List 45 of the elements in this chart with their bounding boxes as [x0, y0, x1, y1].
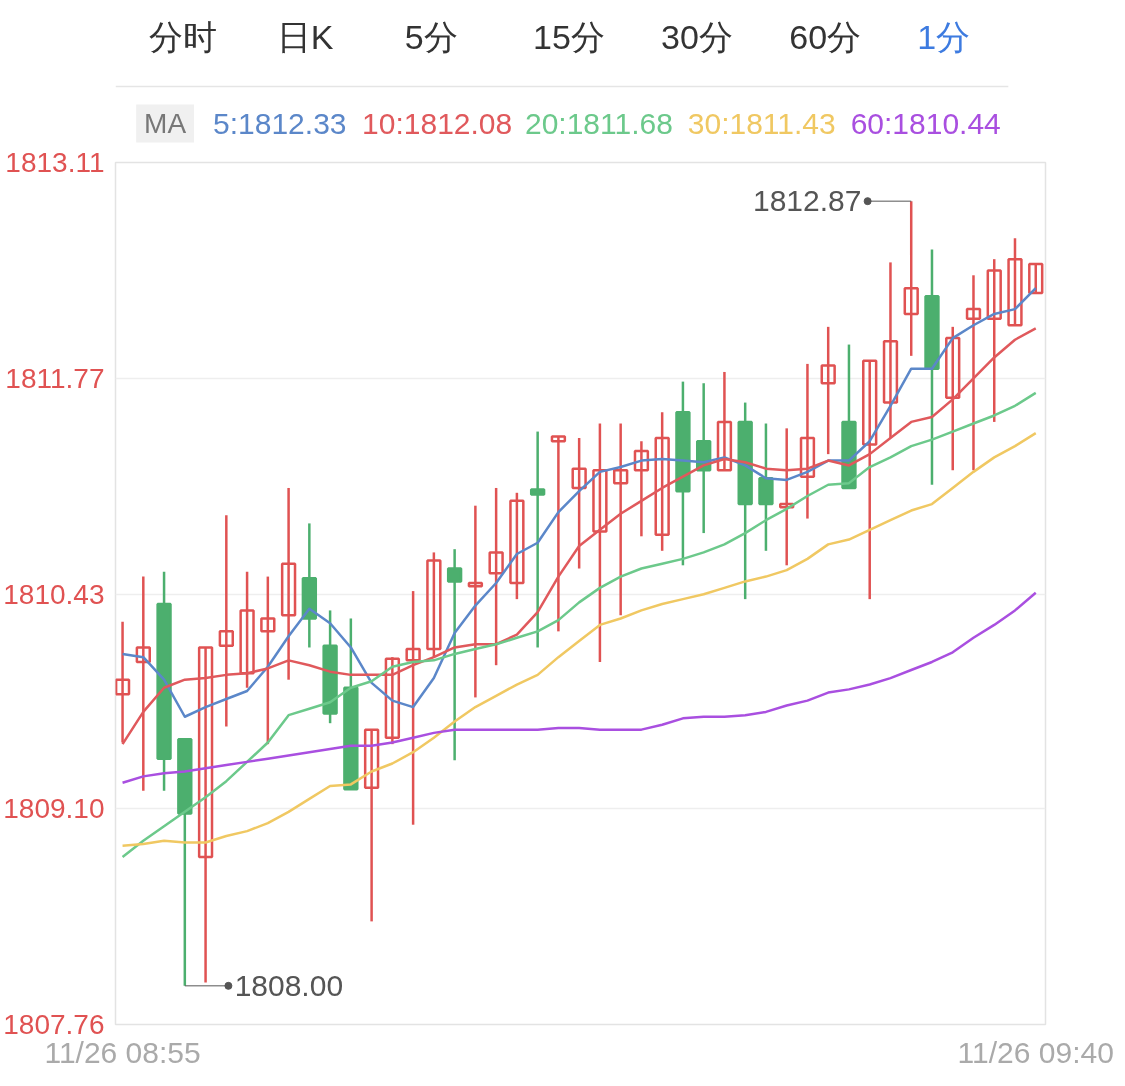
candlestick — [903, 199, 919, 358]
candlestick — [467, 504, 484, 699]
text: 日K — [276, 17, 334, 56]
text: 20:1811.68 — [524, 107, 673, 140]
text: 60分 — [789, 17, 862, 56]
line-series — [121, 591, 1037, 785]
candlestick — [363, 728, 380, 923]
candlestick — [716, 370, 733, 472]
candlestick — [280, 486, 297, 681]
candlestick — [862, 359, 878, 601]
candlestick — [1028, 262, 1044, 295]
text: 15分 — [532, 17, 605, 56]
candlestick — [571, 436, 587, 570]
candlestick — [612, 422, 629, 617]
text: 60:1810.44 — [850, 107, 1001, 140]
candlestick — [799, 362, 816, 520]
y-tick-label: 1810.43 — [3, 578, 105, 610]
text: 10:1812.08 — [362, 107, 513, 140]
candlestick — [1007, 236, 1023, 327]
candlestick — [488, 486, 504, 667]
candlestick — [446, 547, 463, 762]
candlestick — [592, 422, 608, 664]
candlestick — [820, 325, 836, 456]
legend-title: MA — [144, 108, 187, 139]
candlestick — [529, 430, 546, 649]
annotation: 1812.87 — [752, 184, 862, 218]
y-tick-label: 1813.11 — [5, 147, 105, 178]
y-tick-label: 1809.10 — [3, 793, 105, 825]
candlestick — [633, 439, 650, 538]
text: 30分 — [661, 17, 733, 56]
candlestick — [218, 514, 235, 728]
text: 5:1812.33 — [213, 107, 347, 140]
candlestick — [550, 435, 567, 633]
candlestick — [426, 551, 442, 659]
text: 分时 — [148, 17, 217, 56]
y-tick-label: 1811.77 — [5, 362, 105, 394]
annotation: 1808.00 — [234, 968, 344, 1002]
candlestick — [509, 491, 525, 601]
candlestick — [239, 570, 255, 690]
candlestick — [654, 410, 670, 553]
text: 5分 — [404, 17, 458, 56]
candlestick — [779, 427, 795, 567]
text: 1分 — [917, 17, 971, 56]
text: 30:1811.43 — [687, 107, 836, 140]
x-tick-label: 11/26 09:40 — [957, 1035, 1114, 1069]
